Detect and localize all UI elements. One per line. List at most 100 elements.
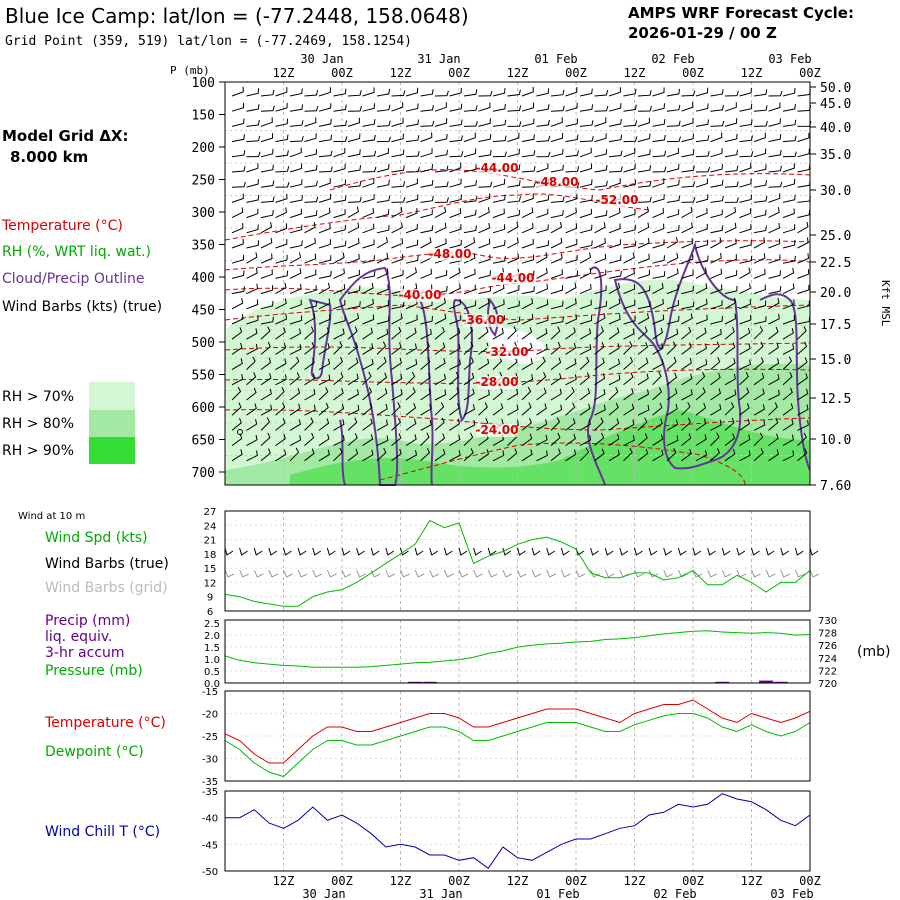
wind-barb xyxy=(550,417,561,431)
wind-barb xyxy=(347,389,360,401)
pressure-tick-label: 730 xyxy=(818,616,837,627)
wind-barb xyxy=(550,105,565,112)
wind-barb xyxy=(594,133,607,143)
wind-barb xyxy=(362,239,375,249)
wind-barb xyxy=(289,240,303,249)
wind-barb xyxy=(768,149,782,158)
wind-barb xyxy=(275,418,286,431)
wind-barb xyxy=(608,223,621,234)
wind-barb xyxy=(768,326,779,340)
wind-barb xyxy=(724,342,736,355)
temperature-label: Temperature (°C) xyxy=(44,715,166,731)
rh-legend: RH > 70% RH > 80% RH > 90% xyxy=(2,382,135,464)
surface-barb-true xyxy=(356,547,365,556)
wind-barb xyxy=(231,207,244,219)
wind-barb xyxy=(376,419,389,431)
wind-barb xyxy=(666,237,678,249)
wind-barb xyxy=(347,285,361,295)
wind-barb xyxy=(550,404,563,416)
wind-barb xyxy=(275,118,289,127)
wind-barb xyxy=(753,164,767,173)
surface-barb-true xyxy=(326,547,336,556)
wind-barb xyxy=(347,222,360,234)
wind-barb xyxy=(449,151,464,158)
wind-barb xyxy=(391,90,406,97)
wind-chill-label: Wind Chill T (°C) xyxy=(45,824,160,840)
wind-barb xyxy=(536,283,549,295)
wind-barb xyxy=(681,90,696,97)
wind-speed-line xyxy=(224,519,811,607)
wind-barb xyxy=(623,435,635,447)
surface-barb-true xyxy=(751,547,760,556)
wind-barb xyxy=(724,448,736,462)
wind-barb xyxy=(260,326,271,340)
bottom-tick-label: 00Z xyxy=(799,874,821,888)
wind-barb xyxy=(231,313,244,325)
wind-barb xyxy=(420,403,432,416)
wind-barb xyxy=(463,388,475,401)
wind-barb xyxy=(463,357,474,370)
wind-barb xyxy=(347,165,362,173)
wind-barb xyxy=(347,417,358,431)
wind-barb xyxy=(695,119,709,127)
wind-barb xyxy=(231,270,245,279)
surface-barb-true xyxy=(517,547,526,556)
wind-barb xyxy=(333,104,347,112)
bottom-tick-label: 12Z xyxy=(624,874,646,888)
wind-barb xyxy=(521,298,534,310)
wind-barb xyxy=(710,148,723,158)
wind-speed-series xyxy=(224,519,811,607)
wind-barb xyxy=(739,119,753,127)
wind-barb xyxy=(318,103,332,112)
wind-barb xyxy=(376,88,390,97)
wind-barb xyxy=(739,239,752,249)
wind-barb xyxy=(623,284,636,295)
wind-barb xyxy=(391,448,402,462)
wind-barb xyxy=(739,327,751,340)
wind-barb xyxy=(724,326,735,340)
isotherm-label-bg xyxy=(487,346,527,359)
wind-barb xyxy=(782,224,796,234)
wind-barb xyxy=(347,180,362,188)
wind-barb xyxy=(275,239,288,249)
wind-barb xyxy=(739,224,752,234)
wind-barb xyxy=(318,270,332,279)
surface-barb-grid xyxy=(385,569,396,578)
wind-barb xyxy=(478,238,491,249)
wind-barb xyxy=(333,419,345,431)
wind-barb xyxy=(449,194,462,203)
wind-barb xyxy=(710,419,722,431)
wind-barb xyxy=(536,450,548,462)
wind-barb xyxy=(376,268,389,279)
wind-barb xyxy=(463,105,478,112)
wind-barb xyxy=(391,238,404,249)
wind-barb xyxy=(594,326,605,340)
wind-barb xyxy=(275,193,288,203)
wind-barb xyxy=(405,166,420,173)
wind-barb xyxy=(797,89,811,97)
wind-barb xyxy=(333,284,346,295)
wind-barb xyxy=(434,313,447,325)
wind-barb xyxy=(304,404,316,416)
wind-barb xyxy=(434,238,447,249)
wind-barb xyxy=(318,223,331,234)
wind-barb xyxy=(478,270,491,279)
wind-barb xyxy=(347,357,359,371)
bottom-date-label: 02 Feb xyxy=(653,887,696,900)
wind-barb xyxy=(710,357,721,370)
surface-barb-grid xyxy=(400,569,410,578)
wind-barb xyxy=(362,358,374,371)
kft-tick-label: 20.0 xyxy=(820,286,851,301)
temperature-tick-label: -20 xyxy=(202,710,218,721)
wind-barb xyxy=(768,313,780,325)
wind-barb xyxy=(318,134,333,143)
wind-barb xyxy=(797,164,811,173)
wind-barb xyxy=(797,196,811,203)
wind-barb xyxy=(246,434,258,447)
bottom-date-label: 03 Feb xyxy=(770,887,813,900)
wind-barb xyxy=(768,222,781,234)
wind-barb xyxy=(550,326,561,340)
wind-barb xyxy=(695,208,708,219)
wind-barb xyxy=(637,357,649,371)
wind-barb xyxy=(753,316,767,325)
